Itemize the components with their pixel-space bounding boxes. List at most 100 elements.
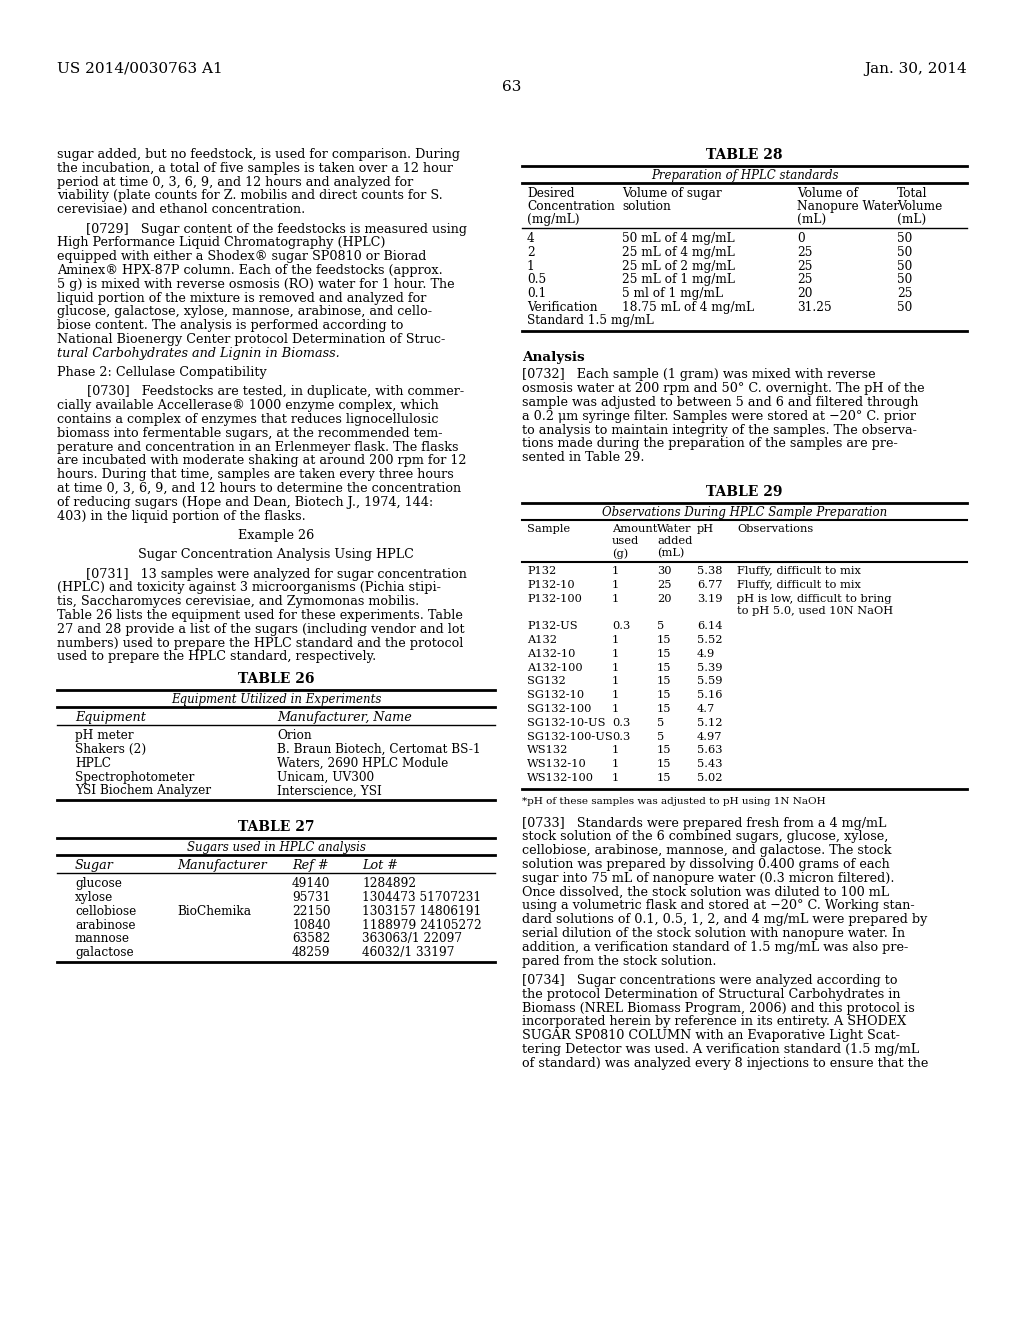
Text: (mL): (mL) — [797, 213, 826, 226]
Text: Waters, 2690 HPLC Module: Waters, 2690 HPLC Module — [278, 756, 449, 770]
Text: 22150: 22150 — [292, 904, 331, 917]
Text: xylose: xylose — [75, 891, 114, 904]
Text: contains a complex of enzymes that reduces lignocellulosic: contains a complex of enzymes that reduc… — [57, 413, 438, 426]
Text: Standard 1.5 mg/mL: Standard 1.5 mg/mL — [527, 314, 653, 327]
Text: using a volumetric flask and stored at −20° C. Working stan-: using a volumetric flask and stored at −… — [522, 899, 914, 912]
Text: used to prepare the HPLC standard, respectively.: used to prepare the HPLC standard, respe… — [57, 651, 376, 664]
Text: equipped with either a Shodex® sugar SP0810 or Biorad: equipped with either a Shodex® sugar SP0… — [57, 249, 426, 263]
Text: A132: A132 — [527, 635, 557, 645]
Text: to analysis to maintain integrity of the samples. The observa-: to analysis to maintain integrity of the… — [522, 424, 916, 437]
Text: Equipment Utilized in Experiments: Equipment Utilized in Experiments — [171, 693, 381, 706]
Text: B. Braun Biotech, Certomat BS-1: B. Braun Biotech, Certomat BS-1 — [278, 743, 480, 756]
Text: 1: 1 — [612, 759, 620, 770]
Text: TABLE 27: TABLE 27 — [238, 820, 314, 834]
Text: Equipment: Equipment — [75, 711, 145, 725]
Text: of reducing sugars (Hope and Dean, Biotech J., 1974, 144:: of reducing sugars (Hope and Dean, Biote… — [57, 496, 433, 508]
Text: Sugar Concentration Analysis Using HPLC: Sugar Concentration Analysis Using HPLC — [138, 548, 414, 561]
Text: Shakers (2): Shakers (2) — [75, 743, 146, 756]
Text: Sugars used in HPLC analysis: Sugars used in HPLC analysis — [186, 841, 366, 854]
Text: Unicam, UV300: Unicam, UV300 — [278, 771, 374, 784]
Text: SG132-10: SG132-10 — [527, 690, 584, 700]
Text: Jan. 30, 2014: Jan. 30, 2014 — [864, 62, 967, 77]
Text: National Bioenergy Center protocol Determination of Struc-: National Bioenergy Center protocol Deter… — [57, 333, 445, 346]
Text: Sample: Sample — [527, 524, 570, 535]
Text: addition, a verification standard of 1.5 mg/mL was also pre-: addition, a verification standard of 1.5… — [522, 941, 908, 954]
Text: 25: 25 — [657, 579, 672, 590]
Text: 1: 1 — [612, 690, 620, 700]
Text: Fluffy, difficult to mix: Fluffy, difficult to mix — [737, 579, 861, 590]
Text: 31.25: 31.25 — [797, 301, 831, 314]
Text: pH: pH — [697, 524, 714, 535]
Text: sample was adjusted to between 5 and 6 and filtered through: sample was adjusted to between 5 and 6 a… — [522, 396, 919, 409]
Text: 5.52: 5.52 — [697, 635, 723, 645]
Text: 20: 20 — [657, 594, 672, 603]
Text: (mg/mL): (mg/mL) — [527, 213, 580, 226]
Text: WS132-10: WS132-10 — [527, 759, 587, 770]
Text: 95731: 95731 — [292, 891, 331, 904]
Text: 63: 63 — [503, 81, 521, 94]
Text: Desired: Desired — [527, 187, 574, 201]
Text: SG132-100-US: SG132-100-US — [527, 731, 612, 742]
Text: Biomass (NREL Biomass Program, 2006) and this protocol is: Biomass (NREL Biomass Program, 2006) and… — [522, 1002, 914, 1015]
Text: 25 mL of 1 mg/mL: 25 mL of 1 mg/mL — [622, 273, 735, 286]
Text: BioChemika: BioChemika — [177, 904, 251, 917]
Text: sented in Table 29.: sented in Table 29. — [522, 451, 644, 465]
Text: 49140: 49140 — [292, 876, 331, 890]
Text: *pH of these samples was adjusted to pH using 1N NaOH: *pH of these samples was adjusted to pH … — [522, 797, 825, 805]
Text: stock solution of the 6 combined sugars, glucose, xylose,: stock solution of the 6 combined sugars,… — [522, 830, 889, 843]
Text: the protocol Determination of Structural Carbohydrates in: the protocol Determination of Structural… — [522, 987, 900, 1001]
Text: Amount: Amount — [612, 524, 657, 535]
Text: 50: 50 — [897, 260, 912, 273]
Text: [0734]   Sugar concentrations were analyzed according to: [0734] Sugar concentrations were analyze… — [522, 974, 897, 987]
Text: [0732]   Each sample (1 gram) was mixed with reverse: [0732] Each sample (1 gram) was mixed wi… — [522, 368, 876, 381]
Text: SG132-10-US: SG132-10-US — [527, 718, 605, 727]
Text: pH is low, difficult to bring: pH is low, difficult to bring — [737, 594, 892, 603]
Text: the incubation, a total of five samples is taken over a 12 hour: the incubation, a total of five samples … — [57, 162, 453, 174]
Text: A132-10: A132-10 — [527, 649, 575, 659]
Text: 1: 1 — [612, 663, 620, 673]
Text: dard solutions of 0.1, 0.5, 1, 2, and 4 mg/mL were prepared by: dard solutions of 0.1, 0.5, 1, 2, and 4 … — [522, 913, 928, 927]
Text: [0731]   13 samples were analyzed for sugar concentration: [0731] 13 samples were analyzed for suga… — [86, 568, 467, 581]
Text: 46032/1 33197: 46032/1 33197 — [362, 946, 455, 960]
Text: period at time 0, 3, 6, 9, and 12 hours and analyzed for: period at time 0, 3, 6, 9, and 12 hours … — [57, 176, 414, 189]
Text: 3.19: 3.19 — [697, 594, 723, 603]
Text: (mL): (mL) — [897, 213, 927, 226]
Text: 1: 1 — [612, 774, 620, 783]
Text: 5 ml of 1 mg/mL: 5 ml of 1 mg/mL — [622, 288, 723, 300]
Text: Aminex® HPX-87P column. Each of the feedstocks (approx.: Aminex® HPX-87P column. Each of the feed… — [57, 264, 442, 277]
Text: (g): (g) — [612, 548, 629, 558]
Text: Concentration: Concentration — [527, 201, 614, 213]
Text: A132-100: A132-100 — [527, 663, 583, 673]
Text: 6.77: 6.77 — [697, 579, 723, 590]
Text: cerevisiae) and ethanol concentration.: cerevisiae) and ethanol concentration. — [57, 203, 305, 216]
Text: 15: 15 — [657, 635, 672, 645]
Text: 5: 5 — [657, 622, 665, 631]
Text: Once dissolved, the stock solution was diluted to 100 mL: Once dissolved, the stock solution was d… — [522, 886, 889, 899]
Text: serial dilution of the stock solution with nanopure water. In: serial dilution of the stock solution wi… — [522, 927, 905, 940]
Text: P132-10: P132-10 — [527, 579, 574, 590]
Text: mannose: mannose — [75, 932, 130, 945]
Text: Verification: Verification — [527, 301, 597, 314]
Text: tis, Saccharomyces cerevisiae, and Zymomonas mobilis.: tis, Saccharomyces cerevisiae, and Zymom… — [57, 595, 419, 609]
Text: 403) in the liquid portion of the flasks.: 403) in the liquid portion of the flasks… — [57, 510, 306, 523]
Text: YSI Biochem Analyzer: YSI Biochem Analyzer — [75, 784, 211, 797]
Text: WS132: WS132 — [527, 746, 568, 755]
Text: (mL): (mL) — [657, 548, 684, 558]
Text: 1: 1 — [612, 594, 620, 603]
Text: biose content. The analysis is performed according to: biose content. The analysis is performed… — [57, 319, 403, 333]
Text: 1304473 51707231: 1304473 51707231 — [362, 891, 481, 904]
Text: at time 0, 3, 6, 9, and 12 hours to determine the concentration: at time 0, 3, 6, 9, and 12 hours to dete… — [57, 482, 461, 495]
Text: P132: P132 — [527, 566, 556, 576]
Text: a 0.2 μm syringe filter. Samples were stored at −20° C. prior: a 0.2 μm syringe filter. Samples were st… — [522, 409, 916, 422]
Text: TABLE 28: TABLE 28 — [707, 148, 782, 162]
Text: Orion: Orion — [278, 729, 311, 742]
Text: High Performance Liquid Chromatography (HPLC): High Performance Liquid Chromatography (… — [57, 236, 385, 249]
Text: incorporated herein by reference in its entirety. A SHODEX: incorporated herein by reference in its … — [522, 1015, 906, 1028]
Text: P132-US: P132-US — [527, 622, 578, 631]
Text: Water: Water — [657, 524, 691, 535]
Text: 30: 30 — [657, 566, 672, 576]
Text: P132-100: P132-100 — [527, 594, 582, 603]
Text: WS132-100: WS132-100 — [527, 774, 594, 783]
Text: solution: solution — [622, 201, 671, 213]
Text: are incubated with moderate shaking at around 200 rpm for 12: are incubated with moderate shaking at a… — [57, 454, 467, 467]
